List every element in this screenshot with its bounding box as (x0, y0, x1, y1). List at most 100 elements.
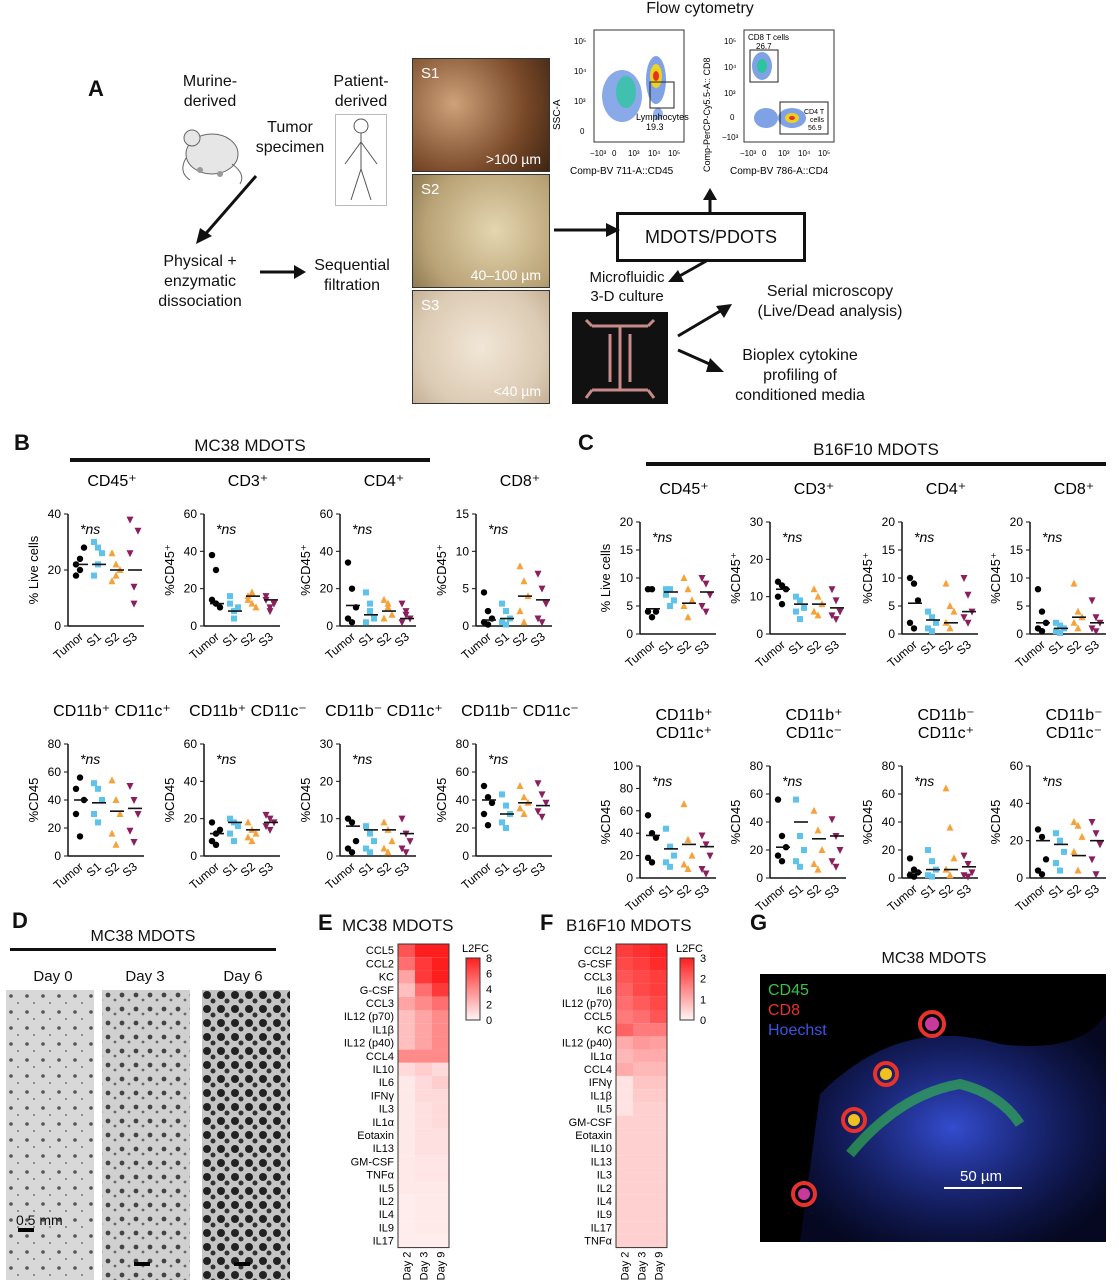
point-s3 (534, 808, 542, 816)
point-s1 (933, 619, 939, 626)
point-s1 (367, 600, 373, 607)
point-tumor (778, 600, 786, 608)
point-s2 (380, 595, 388, 603)
mouse-icon (182, 129, 243, 185)
microfluidic-label: Microfluidic 3-D culture (589, 269, 665, 305)
flow2-ylabel: Comp-PerCP-Cy5.5-A:: CD8 (702, 57, 712, 172)
point-tumor (348, 619, 356, 626)
point-tumor (778, 858, 786, 865)
heatmap-row-label: CCL2 (584, 945, 612, 957)
point-s1 (95, 785, 101, 792)
heatmap-cell (650, 1194, 667, 1208)
heatmap-cell (398, 1102, 415, 1116)
point-tumor (644, 812, 652, 819)
day6-label: Day 6 (223, 968, 263, 985)
point-s2 (946, 823, 954, 831)
legend-bar (679, 957, 695, 1021)
heatmap-cell (432, 1168, 449, 1182)
y-tick-label: 40 (620, 826, 634, 840)
point-s1 (363, 823, 369, 830)
point-s3 (130, 797, 138, 804)
y-tick-label: 0 (462, 619, 469, 633)
heatmap-cell (633, 996, 650, 1010)
heatmap-row-label: IL1α (372, 1117, 394, 1129)
point-s3 (706, 852, 714, 860)
y-tick-label: 10 (750, 590, 764, 604)
point-s2 (680, 860, 688, 868)
point-s2 (1074, 624, 1082, 632)
point-s3 (266, 815, 274, 823)
s2-image: S2 40–100 µm (412, 174, 550, 288)
y-tick-label: 40 (320, 544, 334, 558)
significance-label: *ns (488, 751, 508, 767)
point-s2 (1074, 821, 1082, 829)
legend-tick: 0 (486, 1015, 492, 1027)
point-s2 (814, 826, 822, 834)
heatmap-cell (616, 1221, 633, 1235)
heatmap-cell (650, 1128, 667, 1142)
heatmap-row-label: GM-CSF (569, 1117, 613, 1129)
heatmap-row-label: IL1β (372, 1024, 394, 1036)
heatmap-cell (432, 1036, 449, 1050)
flow2-ytick: 10⁵ (724, 37, 736, 46)
point-s3 (960, 575, 968, 582)
y-tick-label: 10 (882, 571, 896, 585)
point-tumor (72, 810, 80, 818)
y-tick-label: 10 (320, 812, 334, 826)
point-s1 (99, 797, 105, 803)
y-tick-label: 100 (613, 759, 633, 773)
flow1-xlabel: Comp-BV 711-A::CD45 (570, 166, 674, 177)
point-tumor (906, 619, 914, 626)
heatmap-cell (650, 1010, 667, 1024)
point-tumor (648, 859, 656, 866)
point-s2 (380, 844, 388, 852)
y-axis-label: % Live cells (26, 535, 41, 604)
heatmap-cell (616, 944, 633, 958)
heatmap-cell (633, 1089, 650, 1103)
heatmap-cell (432, 1102, 449, 1116)
point-s3 (134, 811, 142, 818)
point-s1 (667, 863, 673, 870)
heatmap-cell (616, 1181, 633, 1195)
heatmap-cell (616, 996, 633, 1010)
y-axis-label: %CD45⁺ (162, 544, 177, 596)
panel-d-rule (10, 948, 276, 951)
point-s1 (663, 859, 669, 866)
panel-d-label: D (12, 908, 28, 933)
point-s2 (516, 782, 524, 789)
point-tumor (80, 544, 88, 551)
significance-label: *ns (652, 773, 672, 789)
point-s3 (542, 600, 550, 608)
point-s3 (406, 838, 414, 846)
point-tumor (212, 566, 220, 574)
legend-tick: 4 (486, 984, 492, 996)
scatter-title: CD45⁺ (87, 473, 136, 490)
heatmap-cell (432, 996, 449, 1010)
point-s3 (538, 791, 546, 799)
y-axis-label: %CD45 (162, 778, 177, 823)
point-s2 (680, 800, 688, 808)
heatmap-cell (432, 1181, 449, 1195)
heatmap-cell (415, 1089, 432, 1103)
y-tick-label: 40 (456, 793, 470, 807)
heatmap-cell (633, 1023, 650, 1037)
point-s1 (663, 825, 669, 832)
point-s3 (964, 873, 972, 881)
significance-label: *ns (782, 773, 802, 789)
point-s2 (942, 579, 950, 587)
point-tumor (216, 826, 224, 834)
point-s1 (929, 614, 935, 621)
heatmap-cell (650, 1023, 667, 1037)
point-tumor (774, 852, 782, 859)
heatmap-cell (398, 1221, 415, 1235)
heatmap-col-label: Day 9 (436, 1252, 448, 1280)
y-tick-label: 10 (1010, 571, 1024, 585)
heatmap-row-label: IL1β (590, 1090, 612, 1102)
heatmap-cell (650, 1208, 667, 1222)
heatmap-row-label: TNFα (366, 1170, 394, 1182)
point-s2 (112, 796, 120, 803)
heatmap-cell (432, 1234, 449, 1248)
heatmap-cell (398, 1142, 415, 1156)
